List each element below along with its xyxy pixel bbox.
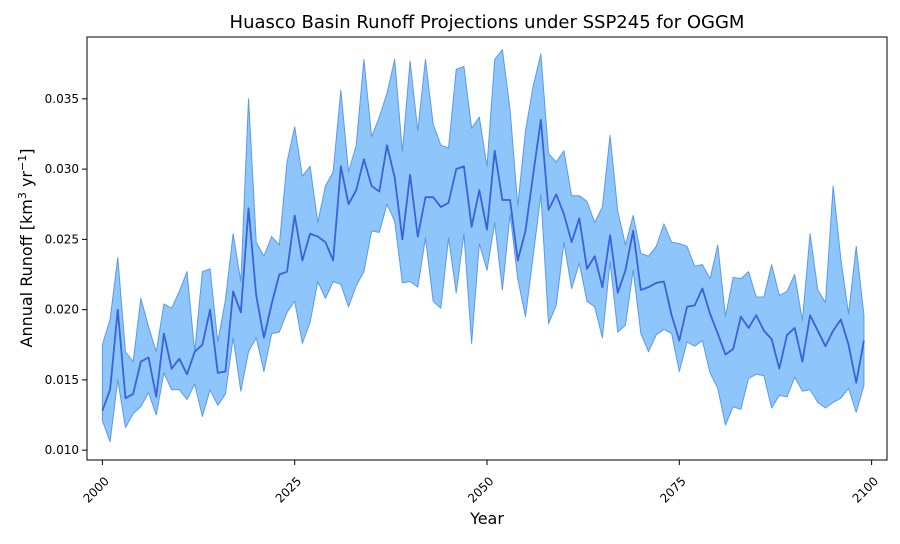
y-tick-label: 0.010: [45, 443, 79, 457]
y-tick-label: 0.025: [45, 232, 79, 246]
chart-title: Huasco Basin Runoff Projections under SS…: [230, 12, 745, 33]
y-tick-label: 0.015: [45, 373, 79, 387]
y-tick-label: 0.020: [45, 303, 79, 317]
y-label-text: Annual Runoff [km: [17, 199, 36, 347]
y-axis: 0.010 0.015 0.020 0.025 0.030 0.035: [45, 92, 87, 457]
x-axis-label: Year: [469, 509, 504, 528]
y-tick-label: 0.030: [45, 162, 79, 176]
y-label-text: ]: [17, 149, 36, 155]
y-tick-label: 0.035: [45, 92, 79, 106]
uncertainty-band: [101, 49, 865, 443]
median-runoff-line: [101, 119, 865, 412]
y-axis-label: Annual Runoff [km3 yr−1]: [16, 149, 37, 348]
y-label-text: yr: [17, 171, 36, 193]
y-label-superscript: 3: [16, 192, 29, 199]
y-label-superscript: −1: [16, 155, 29, 171]
plot-layer: [101, 49, 865, 443]
